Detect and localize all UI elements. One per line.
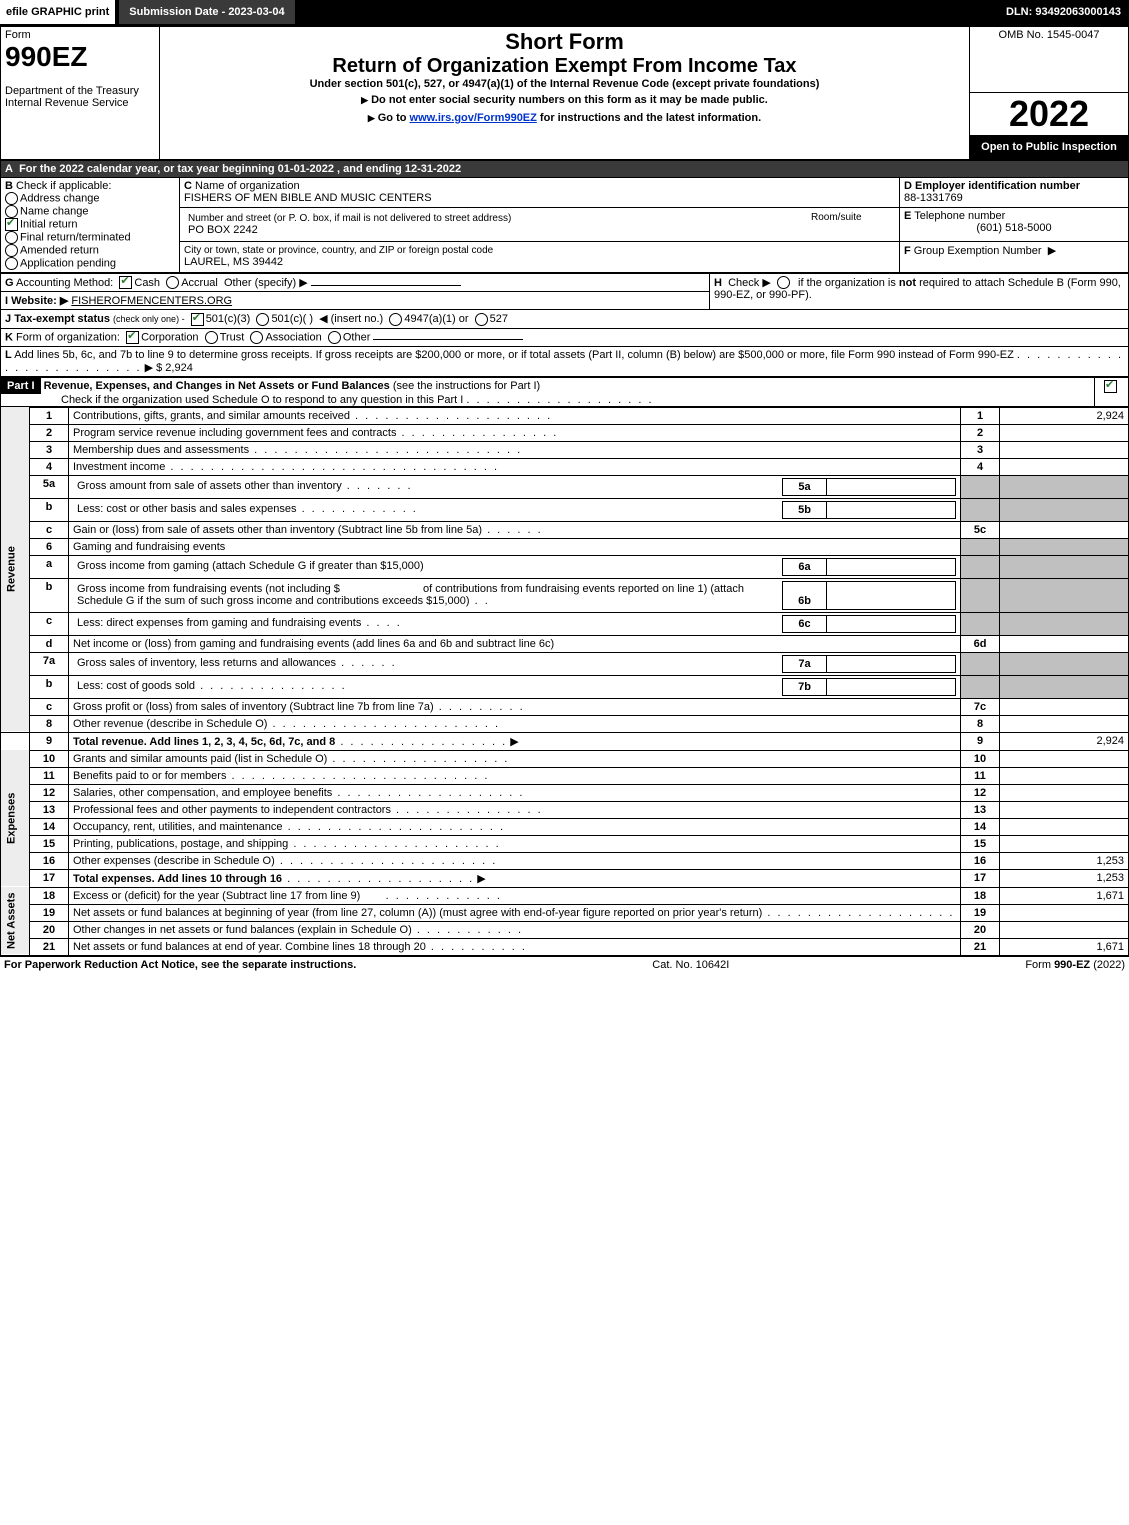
submission-date: Submission Date - 2023-03-04 bbox=[119, 0, 294, 24]
footer-left: For Paperwork Reduction Act Notice, see … bbox=[4, 959, 356, 971]
checkbox-other-org[interactable] bbox=[328, 331, 341, 344]
efile-print-label[interactable]: efile GRAPHIC print bbox=[0, 0, 115, 24]
part-1-lines: Revenue 1 Contributions, gifts, grants, … bbox=[0, 407, 1129, 956]
sections-g-through-l: G Accounting Method: Cash Accrual Other … bbox=[0, 273, 1129, 377]
section-e: E Telephone number (601) 518-5000 bbox=[900, 207, 1129, 241]
checkbox-final-return[interactable] bbox=[5, 231, 18, 244]
dept-treasury: Department of the Treasury bbox=[5, 85, 139, 97]
checkbox-527[interactable] bbox=[475, 313, 488, 326]
checkbox-4947[interactable] bbox=[389, 313, 402, 326]
org-address: PO BOX 2242 bbox=[188, 224, 258, 236]
return-title: Return of Organization Exempt From Incom… bbox=[164, 55, 965, 78]
line-17-amount: 1,253 bbox=[1000, 869, 1129, 887]
line-18-amount: 1,671 bbox=[1000, 887, 1129, 904]
section-d: D Employer identification number 88-1331… bbox=[900, 177, 1129, 207]
section-a-text: For the 2022 calendar year, or tax year … bbox=[19, 163, 461, 175]
section-a-label: A bbox=[5, 163, 13, 175]
line-1-amount: 2,924 bbox=[1000, 407, 1129, 424]
checkbox-schedule-o[interactable] bbox=[1104, 380, 1117, 393]
top-bar: efile GRAPHIC print Submission Date - 20… bbox=[0, 0, 1129, 26]
form-number: 990EZ bbox=[5, 41, 88, 72]
gross-receipts: $ 2,924 bbox=[156, 362, 193, 374]
footer-center: Cat. No. 10642I bbox=[652, 959, 729, 971]
part-1-header: Part I Revenue, Expenses, and Changes in… bbox=[0, 377, 1129, 407]
tax-year: 2022 bbox=[970, 93, 1128, 135]
short-form-title: Short Form bbox=[164, 29, 965, 55]
part-1-label: Part I bbox=[1, 378, 41, 394]
omb-number: OMB No. 1545-0047 bbox=[999, 29, 1100, 41]
section-f: F Group Exemption Number ▶ bbox=[900, 242, 1129, 272]
checkbox-application-pending[interactable] bbox=[5, 257, 18, 270]
footer-right: Form 990-EZ (2022) bbox=[1025, 959, 1125, 971]
checkbox-trust[interactable] bbox=[205, 331, 218, 344]
line-9-amount: 2,924 bbox=[1000, 732, 1129, 750]
open-to-public: Open to Public Inspection bbox=[970, 135, 1128, 159]
instructions-cell: Do not enter social security numbers on … bbox=[160, 92, 970, 159]
section-c-address: Number and street (or P. O. box, if mail… bbox=[180, 207, 900, 241]
do-not-enter-note: Do not enter social security numbers on … bbox=[164, 94, 965, 106]
checkbox-address-change[interactable] bbox=[5, 192, 18, 205]
checkbox-initial-return[interactable] bbox=[5, 218, 18, 231]
form-number-cell: Form 990EZ Department of the Treasury In… bbox=[1, 27, 160, 160]
go-to-note: Go to www.irs.gov/Form990EZ for instruct… bbox=[164, 112, 965, 124]
section-h: H Check ▶ if the organization is not req… bbox=[710, 273, 1129, 310]
revenue-sidebar: Revenue bbox=[1, 407, 30, 732]
ein: 88-1331769 bbox=[904, 192, 963, 204]
title-cell: Short Form Return of Organization Exempt… bbox=[160, 27, 970, 93]
net-assets-sidebar: Net Assets bbox=[1, 887, 30, 955]
line-21-amount: 1,671 bbox=[1000, 938, 1129, 955]
expenses-sidebar: Expenses bbox=[1, 750, 30, 887]
year-inspection-cell: 2022 Open to Public Inspection bbox=[970, 92, 1129, 159]
form-header: Form 990EZ Department of the Treasury In… bbox=[0, 26, 1129, 160]
checkbox-amended-return[interactable] bbox=[5, 244, 18, 257]
line-9-text: Total revenue. Add lines 1, 2, 3, 4, 5c,… bbox=[73, 736, 335, 748]
entity-info: A For the 2022 calendar year, or tax yea… bbox=[0, 160, 1129, 273]
org-city: LAUREL, MS 39442 bbox=[184, 256, 283, 268]
phone: (601) 518-5000 bbox=[904, 222, 1124, 234]
under-section: Under section 501(c), 527, or 4947(a)(1)… bbox=[164, 78, 965, 90]
page-footer: For Paperwork Reduction Act Notice, see … bbox=[0, 956, 1129, 973]
section-b: B Check if applicable: Address change Na… bbox=[1, 177, 180, 272]
checkbox-schedule-b[interactable] bbox=[777, 276, 790, 289]
line-16-amount: 1,253 bbox=[1000, 852, 1129, 869]
omb-cell: OMB No. 1545-0047 bbox=[970, 27, 1129, 93]
form-word: Form bbox=[5, 29, 31, 41]
irs-label: Internal Revenue Service bbox=[5, 97, 129, 109]
section-c-name: C Name of organization FISHERS OF MEN BI… bbox=[180, 177, 900, 207]
section-c-city: City or town, state or province, country… bbox=[180, 242, 900, 272]
checkbox-501c3[interactable] bbox=[191, 313, 204, 326]
irs-link[interactable]: www.irs.gov/Form990EZ bbox=[410, 112, 537, 124]
checkbox-cash[interactable] bbox=[119, 276, 132, 289]
checkbox-501c[interactable] bbox=[256, 313, 269, 326]
website[interactable]: FISHEROFMENCENTERS.ORG bbox=[71, 295, 232, 307]
org-name: FISHERS OF MEN BIBLE AND MUSIC CENTERS bbox=[184, 192, 432, 204]
checkbox-accrual[interactable] bbox=[166, 276, 179, 289]
dln-number: DLN: 93492063000143 bbox=[998, 4, 1129, 20]
checkbox-corporation[interactable] bbox=[126, 331, 139, 344]
checkbox-association[interactable] bbox=[250, 331, 263, 344]
